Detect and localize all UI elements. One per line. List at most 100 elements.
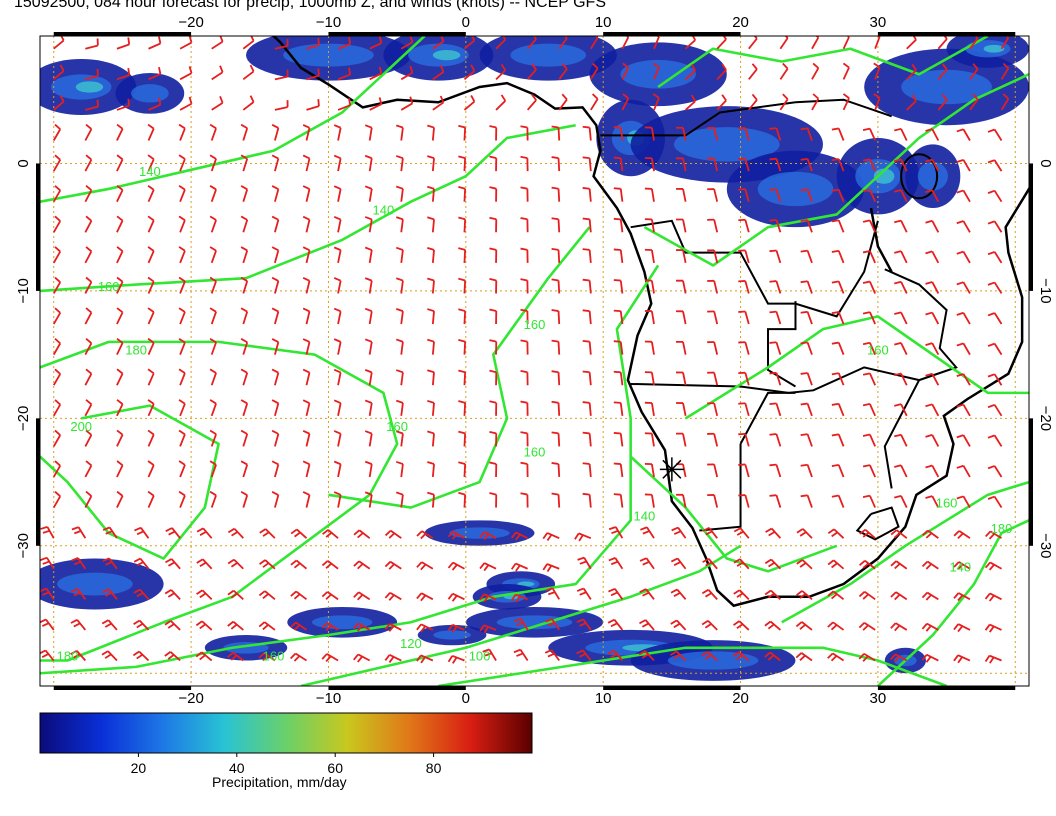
barb-flag [551,492,559,496]
wind-barb [321,560,339,570]
barb-flag [451,533,458,540]
barb-flag [520,461,528,465]
wind-barb [551,247,561,263]
barb-staff [684,69,696,81]
barb-staff [432,101,444,111]
barb-flag [209,429,217,435]
height-contour [438,646,948,686]
barb-flag [520,217,528,221]
barb-flag [831,402,839,406]
barb-staff [557,372,561,386]
barb-flag [451,626,458,633]
barb-flag [574,532,580,540]
barb-staff [931,250,940,264]
barb-staff [233,559,244,570]
barb-staff [806,342,813,355]
barb-flag [364,154,373,160]
wind-barb [953,623,971,633]
wind-barb [769,188,782,202]
barb-flag [240,399,248,405]
barb-flag [395,369,404,374]
barb-flag [178,246,186,252]
barb-staff [619,249,624,263]
height-contour [40,123,576,293]
wind-barb [764,620,781,631]
barb-flag [894,655,901,663]
barb-staff [842,36,850,50]
wind-barb [147,184,155,203]
barb-staff [274,158,280,172]
barb-flag [451,595,458,602]
wind-barb [333,307,342,325]
wind-barb [956,464,971,478]
wind-barb [40,556,55,570]
barb-flag [670,650,677,656]
barb-flag [859,559,866,566]
barb-staff [337,494,342,508]
wind-barb [211,65,224,81]
wind-barb [769,371,782,386]
wind-barb [987,281,1003,294]
barb-staff [147,434,155,447]
wind-barb [178,276,186,294]
barb-staff [588,249,592,263]
wind-barb [489,492,498,508]
barb-flag [894,311,902,315]
barb-staff [264,559,276,570]
wind-barb [831,341,845,355]
barb-staff [210,158,217,172]
barb-staff [202,558,213,570]
barb-flag [704,623,712,629]
contour-label: 180 [125,343,147,358]
wind-barb [925,464,940,478]
barb-flag [388,563,395,570]
barb-staff [644,619,655,631]
barb-staff [337,280,342,294]
wind-barb [582,248,592,263]
wind-barb [240,460,249,478]
wind-barb [289,652,307,662]
wind-barb [147,307,155,325]
barb-flag [168,530,176,536]
barb-staff [1000,37,1010,50]
barb-flag [987,251,995,256]
barb-staff [526,38,537,50]
wind-barb [676,402,687,416]
barb-staff [107,650,118,662]
wind-barb [209,460,217,478]
barb-flag [259,559,266,565]
wind-barb [227,620,244,631]
wind-barb [302,185,311,202]
barb-staff [451,654,465,662]
barb-flag [427,430,435,435]
wind-barb [274,100,289,111]
barb-staff [452,623,465,631]
barb-staff [682,311,687,325]
barb-flag [611,530,619,535]
wind-barb [416,623,434,633]
x-tick-label-top: −10 [316,14,341,31]
y-tick-label-right: 0 [1037,159,1054,167]
barb-flag [427,185,435,190]
barb-staff [179,250,186,264]
wind-barb [102,557,118,570]
wind-barb [827,621,845,631]
wind-barb [71,526,87,539]
barb-staff [590,37,599,50]
wind-barb [608,526,624,539]
wind-barb [84,368,93,386]
barb-flag [670,557,679,563]
barb-staff [84,189,93,203]
wind-barb [333,277,342,294]
barb-flag [862,188,871,193]
wind-barb [590,36,599,50]
barb-flag [420,594,427,602]
barb-staff [748,68,758,80]
barb-flag [701,650,709,657]
height-contour [40,404,220,560]
barb-flag [101,650,109,656]
barb-staff [274,494,280,508]
wind-barb [644,187,655,202]
wind-barb [956,189,971,203]
barb-staff [931,373,940,386]
